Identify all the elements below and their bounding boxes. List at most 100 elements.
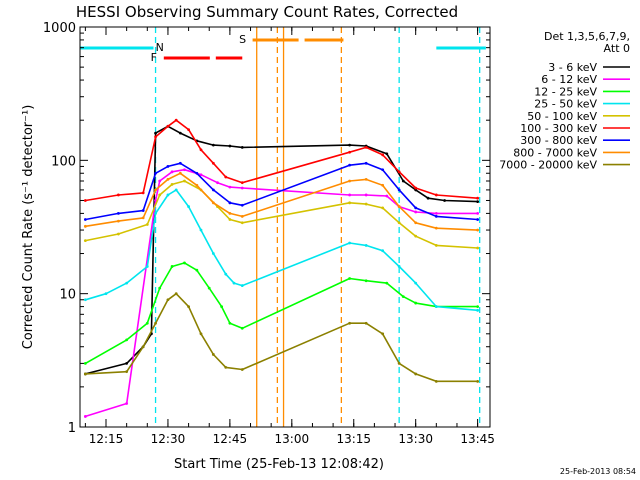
data-point [385,152,389,156]
y-tick-label: 1 [68,421,76,436]
plot-frame [79,26,491,428]
legend-header: Det 1,3,5,6,7,9, [544,30,630,43]
data-point [141,191,145,195]
legend-label: 3 - 6 keV [548,61,597,74]
data-point [141,209,145,212]
data-point [476,308,480,312]
data-point [228,218,232,221]
data-point [348,241,352,245]
data-point [83,415,87,418]
data-point [397,170,401,174]
data-point [348,143,352,147]
data-point [166,124,170,128]
data-point [178,161,182,165]
flag-label-n: N [156,41,164,54]
data-point [178,171,182,175]
data-point [414,234,418,238]
data-point [397,188,401,192]
data-point [348,163,352,167]
data-point [232,281,236,285]
data-point [228,185,232,189]
data-point [195,171,199,175]
data-point [220,305,224,308]
data-point [401,179,405,183]
data-point [434,305,438,308]
y-axis-label: Corrected Count Rate (s⁻¹ detector⁻¹) [21,105,36,350]
data-point [211,188,215,192]
data-point [170,182,174,186]
data-point [414,206,418,210]
data-point [397,221,401,225]
timestamp: 25-Feb-2013 08:54 [560,467,636,476]
data-point [83,361,87,365]
data-point [145,265,149,268]
data-point [434,193,438,197]
data-point [240,284,244,287]
data-point [83,224,87,228]
data-point [381,206,385,210]
data-point [183,261,186,265]
x-tick-label: 12:30 [151,432,186,446]
legend-label: 100 - 300 keV [520,122,597,135]
series-line [85,262,478,365]
data-point [364,146,368,149]
data-point [240,203,244,207]
data-point [414,221,418,225]
data-point [199,228,203,232]
data-point [187,305,190,308]
data-point [195,183,199,187]
data-point [207,286,211,290]
data-point [154,321,157,325]
x-tick-label: 13:15 [336,432,371,446]
data-point [125,370,129,374]
legend-label: 300 - 800 keV [520,134,597,147]
data-point [240,186,244,190]
series-line [85,189,478,312]
data-point [240,214,244,218]
data-point [211,353,215,356]
data-point [174,118,178,122]
data-point [381,168,385,172]
data-point [83,298,87,302]
data-point [174,292,178,296]
data-point [348,193,352,197]
data-point [348,201,352,205]
data-point [476,200,480,204]
legend-label: 25 - 50 keV [534,98,597,111]
x-tick-label: 13:00 [275,432,310,446]
series-line [85,292,478,383]
data-point [174,188,178,192]
data-point [199,173,203,177]
legend-label: 50 - 100 keV [527,110,597,123]
legend-label: 12 - 25 keV [534,85,597,98]
data-point [414,372,418,376]
data-point [116,193,120,197]
data-point [211,201,215,205]
data-point [83,239,87,243]
data-point [145,223,149,226]
data-point [125,402,129,405]
data-point [224,365,228,369]
x-axis-label: Start Time (25-Feb-13 12:08:42) [174,457,384,472]
data-point [401,295,405,299]
legend-label: 6 - 12 keV [541,73,597,86]
data-point [364,177,368,181]
data-point [348,150,352,154]
series-line [85,119,478,202]
legend-header: Att 0 [604,42,630,55]
data-point [381,249,385,253]
data-point [166,193,170,197]
legend-label: 7000 - 20000 keV [499,159,597,172]
y-tick-label: 100 [51,154,76,169]
data-point [187,128,190,132]
data-point [158,193,162,197]
data-point [434,211,438,215]
y-tick-label: 10 [59,288,76,303]
data-point [434,226,438,230]
x-tick-label: 12:45 [213,432,248,446]
data-point [125,361,129,365]
data-point [125,338,129,342]
data-point [381,153,385,157]
x-tick-label: 13:45 [460,432,495,446]
